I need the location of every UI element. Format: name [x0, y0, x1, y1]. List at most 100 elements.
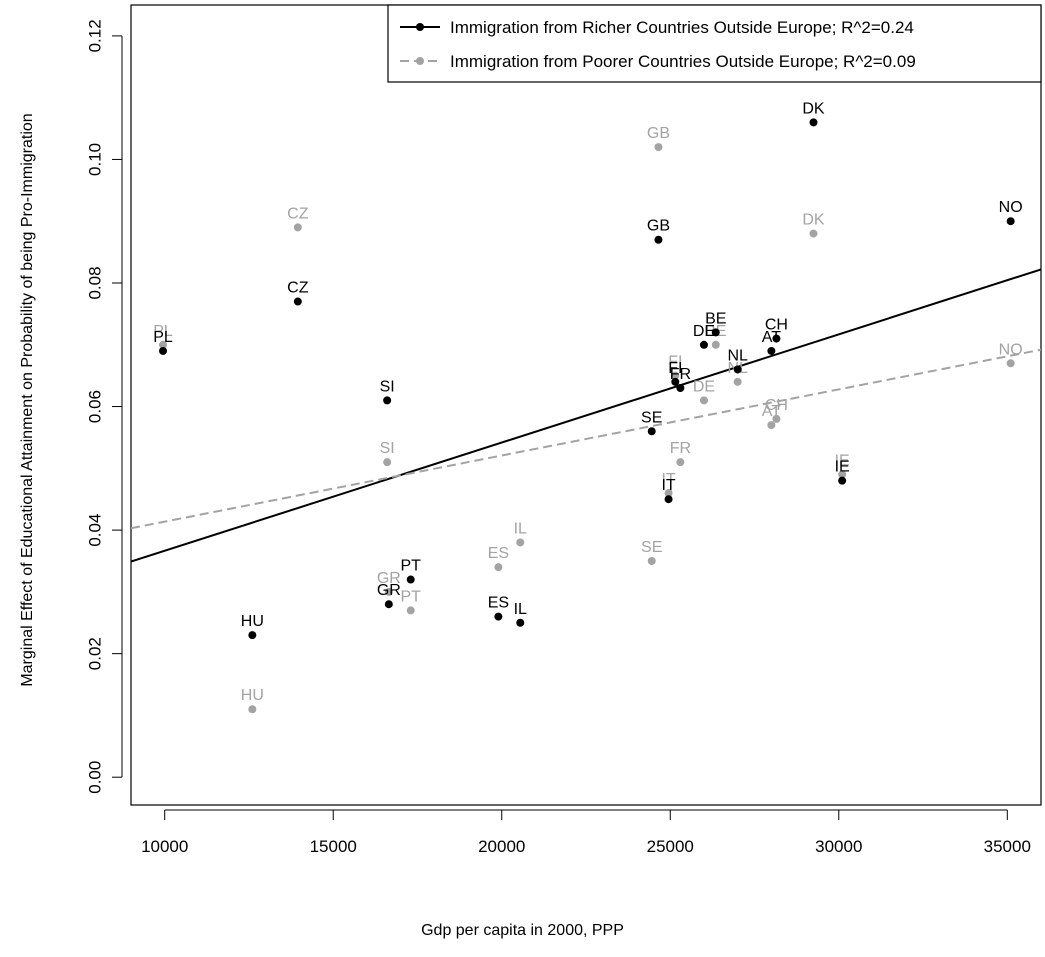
- data-point-be: [711, 340, 720, 349]
- data-point-fr: [676, 384, 685, 393]
- point-label-cz: CZ: [287, 205, 309, 222]
- point-label-se: SE: [641, 409, 662, 426]
- data-point-nl: [733, 377, 742, 386]
- data-point-it: [664, 495, 673, 504]
- data-point-gb: [654, 143, 663, 152]
- point-label-be: BE: [705, 310, 726, 327]
- point-label-nl: NL: [727, 347, 748, 364]
- data-point-cz: [293, 223, 302, 232]
- plot-frame: [130, 4, 1042, 806]
- data-point-ie: [838, 476, 847, 485]
- data-point-gr: [384, 600, 393, 609]
- point-label-fi: FI: [668, 360, 682, 377]
- x-axis: 10000 15000 20000 25000 30000 35000: [141, 809, 1031, 856]
- x-tick-label: 10000: [141, 837, 188, 856]
- point-label-si: SI: [380, 378, 395, 395]
- point-label-il: IL: [514, 520, 527, 537]
- legend-marker-series-2: [416, 57, 424, 65]
- point-label-ie: IE: [835, 452, 850, 469]
- data-point-dk: [809, 118, 818, 127]
- point-label-ie: IE: [835, 459, 850, 476]
- x-tick-label: 20000: [478, 837, 525, 856]
- data-point-hu: [248, 705, 257, 714]
- legend-box: [387, 4, 1042, 83]
- fit-line-series-1: [131, 268, 1041, 563]
- data-point-si: [383, 458, 392, 467]
- data-point-ch: [772, 334, 781, 343]
- data-point-hu: [248, 631, 257, 640]
- data-point-pt: [406, 606, 415, 615]
- data-point-ch: [772, 414, 781, 423]
- data-point-es: [494, 563, 503, 572]
- data-point-pl: [159, 340, 168, 349]
- data-point-no: [1006, 217, 1015, 226]
- data-point-pl: [159, 346, 168, 355]
- data-point-it: [664, 489, 673, 498]
- point-label-es: ES: [488, 595, 509, 612]
- data-point-gb: [654, 235, 663, 244]
- x-axis-title: Gdp per capita in 2000, PPP: [421, 922, 624, 939]
- data-point-at: [767, 421, 776, 430]
- point-label-gr: GR: [377, 582, 401, 599]
- data-point-de: [699, 340, 708, 349]
- point-label-ch: CH: [765, 317, 788, 334]
- data-point-il: [516, 618, 525, 627]
- legend-label-series-1: Immigration from Richer Countries Outsid…: [450, 18, 914, 37]
- x-tick-label: 30000: [815, 837, 862, 856]
- data-point-si: [383, 396, 392, 405]
- point-label-it: IT: [661, 471, 675, 488]
- legend: Immigration from Richer Countries Outsid…: [387, 4, 1042, 83]
- x-tick-label: 15000: [310, 837, 357, 856]
- y-tick-label: 0.10: [85, 143, 104, 176]
- y-axis-title: Marginal Effect of Educational Attainmen…: [19, 113, 36, 687]
- data-point-cz: [293, 297, 302, 306]
- data-point-il: [516, 538, 525, 547]
- data-point-fr: [676, 458, 685, 467]
- point-label-es: ES: [488, 545, 509, 562]
- point-label-no: NO: [999, 199, 1023, 216]
- point-label-pt: PT: [401, 558, 422, 575]
- data-point-fi: [671, 371, 680, 380]
- point-label-pt: PT: [401, 588, 422, 605]
- data-point-at: [767, 346, 776, 355]
- data-point-es: [494, 612, 503, 621]
- data-point-fi: [671, 377, 680, 386]
- y-tick-label: 0.04: [85, 514, 104, 547]
- point-label-ch: CH: [765, 397, 788, 414]
- point-label-hu: HU: [241, 613, 264, 630]
- x-tick-label: 35000: [984, 837, 1031, 856]
- point-label-fr: FR: [670, 366, 691, 383]
- data-point-no: [1006, 359, 1015, 368]
- point-label-dk: DK: [802, 212, 825, 229]
- point-label-si: SI: [380, 440, 395, 457]
- point-label-fi: FI: [668, 354, 682, 371]
- point-label-se: SE: [641, 539, 662, 556]
- data-point-se: [647, 556, 656, 565]
- point-label-gb: GB: [647, 218, 670, 235]
- y-tick-label: 0.12: [85, 19, 104, 52]
- legend-marker-series-1: [416, 23, 424, 31]
- data-point-gr: [384, 587, 393, 596]
- point-label-de: DE: [693, 378, 715, 395]
- point-label-pl: PL: [153, 323, 173, 340]
- point-label-fr: FR: [670, 440, 691, 457]
- y-tick-label: 0.00: [85, 761, 104, 794]
- point-label-it: IT: [661, 477, 675, 494]
- point-label-no: NO: [999, 341, 1023, 358]
- point-label-de: DE: [693, 323, 715, 340]
- point-label-gr: GR: [377, 570, 401, 587]
- point-label-dk: DK: [802, 100, 825, 117]
- fit-line-series-2: [131, 348, 1041, 530]
- y-tick-label: 0.06: [85, 390, 104, 423]
- y-axis: 0.00 0.02 0.04 0.06 0.08 0.10 0.12: [85, 19, 123, 794]
- point-label-gb: GB: [647, 125, 670, 142]
- x-tick-label: 25000: [647, 837, 694, 856]
- y-tick-label: 0.08: [85, 266, 104, 299]
- point-label-pl: PL: [153, 329, 173, 346]
- point-label-il: IL: [514, 601, 527, 618]
- data-point-ie: [838, 470, 847, 479]
- legend-label-series-2: Immigration from Poorer Countries Outsid…: [450, 52, 916, 71]
- data-point-pt: [406, 575, 415, 584]
- data-point-de: [699, 396, 708, 405]
